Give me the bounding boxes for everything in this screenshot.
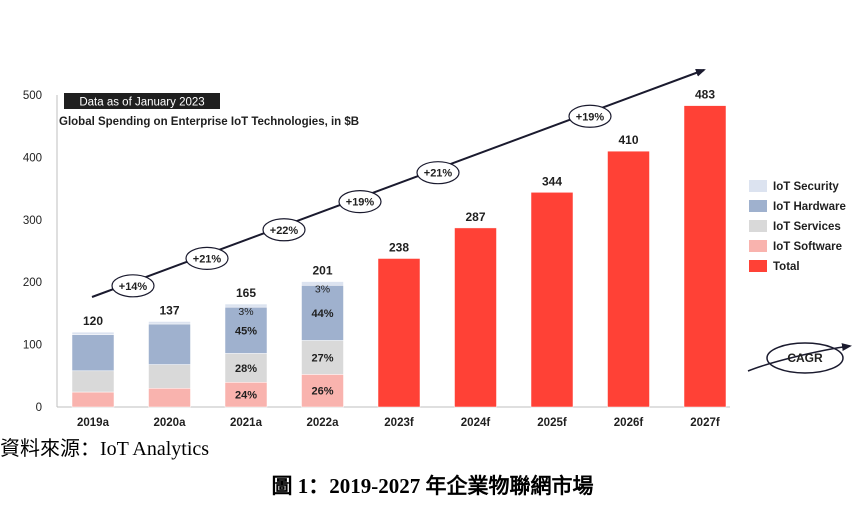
x-tick-label: 2027f [690,417,720,429]
y-tick-label: 200 [23,277,42,289]
legend-label: IoT Security [773,181,839,193]
bar-segment [224,303,268,308]
total-label: 120 [83,314,103,328]
y-tick-label: 100 [23,340,42,352]
chart: 0 100 200 300 400 500 2019a 2020a 2021a 2022a 2023… [23,69,852,429]
growth-bubble [568,104,612,128]
cagr-callout: CAGR [747,342,852,374]
x-tick-label: 2025f [537,417,567,429]
bar-segment [301,340,344,375]
segment-label: 27% [311,352,333,364]
legend-label: IoT Software [773,241,842,253]
growth-label: +22% [270,225,299,237]
x-tick-label: 2022a [307,417,340,429]
trend-arrow: +14% +21% +22% +19% +21% +19% [91,69,706,298]
bar-segment [683,105,727,408]
bar-segment [530,192,574,408]
legend-label: Total [773,261,800,273]
growth-bubble [338,189,382,214]
total-label: 165 [236,286,256,300]
date-badge-text: Data as of January 2023 [79,97,204,109]
growth-bubble [111,274,155,298]
cagr-arrow [747,343,852,372]
bar-segment [607,150,650,408]
segment-label: 26% [311,386,333,398]
source-caption: 資料來源：IoT Analytics [0,438,210,460]
segment-label: 3% [315,284,330,296]
legend-label: IoT Hardware [773,201,846,213]
growth-bubble [185,246,229,270]
legend-swatch [749,180,767,192]
total-label: 483 [695,88,715,102]
total-label: 410 [618,133,638,147]
legend-swatch [749,240,767,252]
segment-label: 45% [235,325,257,337]
cagr-label: CAGR [787,351,823,365]
x-tick-label: 2020a [154,417,187,429]
bars [71,105,727,408]
legend-swatch [749,200,767,212]
x-tick-label: 2026f [614,417,644,429]
bar-segment [148,364,191,389]
bar-segment [148,388,191,408]
chart-title: Global Spending on Enterprise IoT Techno… [59,116,359,128]
chart-header: Data as of January 2023 Global Spending … [59,93,359,128]
x-tick-label: 2023f [384,417,414,429]
x-tick-label: 2019a [77,417,110,429]
legend-swatch [749,260,767,272]
figure-caption: 圖 1：2019-2027 年企業物聯網市場 [271,474,594,498]
total-label: 137 [159,304,179,318]
bar-segment [148,323,191,365]
bar-segment [301,285,344,341]
legend-label: IoT Services [773,221,841,233]
bar-segment [71,331,115,335]
y-tick-label: 300 [23,215,42,227]
total-label: 287 [465,210,485,224]
growth-label: +19% [346,197,375,209]
legend: IoT Security IoT Hardware IoT Services IoT … [749,180,846,273]
total-label: 344 [542,174,562,188]
growth-bubble [262,218,306,242]
y-tick-label: 0 [36,402,42,414]
growth-label: +21% [424,168,453,180]
bar-segment [224,353,268,383]
x-tick-label: 2021a [230,417,263,429]
bar-segment [454,227,497,408]
x-tick-label: 2024f [461,417,491,429]
growth-label: +14% [119,281,148,293]
total-label: 238 [389,240,409,254]
legend-swatch [749,220,767,232]
bar-segment [224,382,268,408]
growth-label: +21% [193,253,222,265]
bar-segment [71,334,115,372]
bar-segment [224,306,268,354]
growth-label: +19% [576,111,605,123]
bar-segment [301,281,344,286]
bar-segment [71,391,115,408]
date-badge [64,93,220,109]
y-tick-label: 400 [23,152,42,164]
segment-label: 3% [238,306,253,318]
bar-segment [71,370,115,393]
segment-label: 24% [235,390,257,402]
growth-bubble [416,161,460,185]
bar-segment [301,374,344,408]
segment-label: 44% [311,308,333,320]
bar-segment [148,321,191,325]
segment-label: 28% [235,363,257,375]
total-label: 201 [312,264,332,278]
y-axis: 0 100 200 300 400 500 2019a 2020a 2021a 2022a 2023… [23,90,730,429]
data-labels: 120 137 24% 28% 45% 3% 165 26% 27% 44% 3% 201 238 287… [83,88,715,402]
bar-segment [377,258,421,408]
y-tick-label: 500 [23,90,42,102]
